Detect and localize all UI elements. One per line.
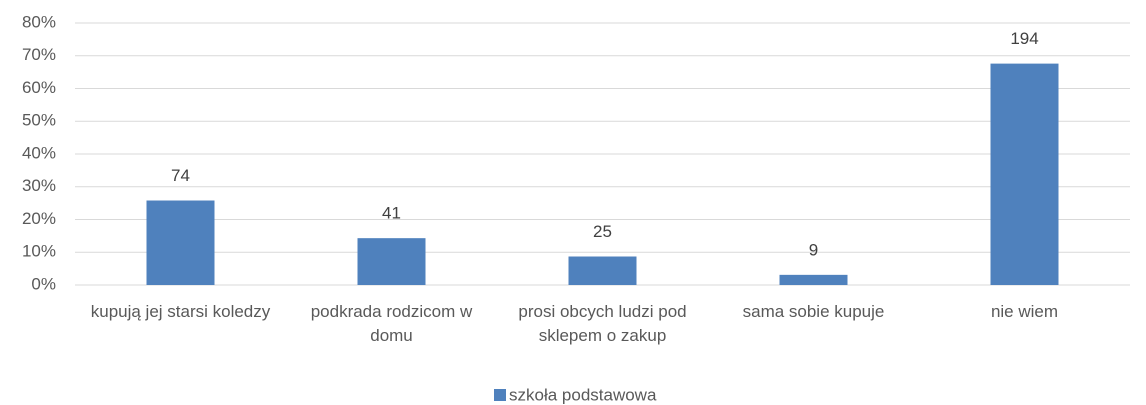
data-label: 41 — [382, 204, 401, 223]
bar — [990, 63, 1059, 285]
bar — [357, 238, 426, 285]
data-label: 25 — [593, 222, 612, 241]
data-label: 194 — [1010, 29, 1038, 48]
y-tick-label: 70% — [22, 45, 56, 64]
x-tick-label: podkrada rodzicom w domu — [310, 302, 473, 345]
y-tick-label: 0% — [31, 274, 56, 293]
bar — [146, 200, 215, 285]
y-tick-label: 40% — [22, 143, 56, 162]
legend-swatch — [494, 389, 506, 401]
bar — [779, 274, 848, 285]
y-tick-label: 60% — [22, 78, 56, 97]
y-tick-label: 80% — [22, 12, 56, 31]
data-label: 9 — [809, 240, 818, 259]
x-tick-label: kupują jej starsi koledzy — [90, 302, 271, 321]
x-tick-label: sama sobie kupuje — [742, 302, 885, 321]
x-tick-label: nie wiem — [990, 302, 1059, 321]
y-tick-label: 10% — [22, 242, 56, 261]
y-tick-label: 20% — [22, 209, 56, 228]
y-tick-label: 30% — [22, 176, 56, 195]
data-label: 74 — [171, 166, 190, 185]
bar — [568, 256, 637, 285]
legend-label: szkoła podstawowa — [509, 385, 657, 404]
x-tick-label: prosi obcych ludzi pod sklepem o zakup — [518, 302, 687, 345]
y-tick-label: 50% — [22, 111, 56, 130]
